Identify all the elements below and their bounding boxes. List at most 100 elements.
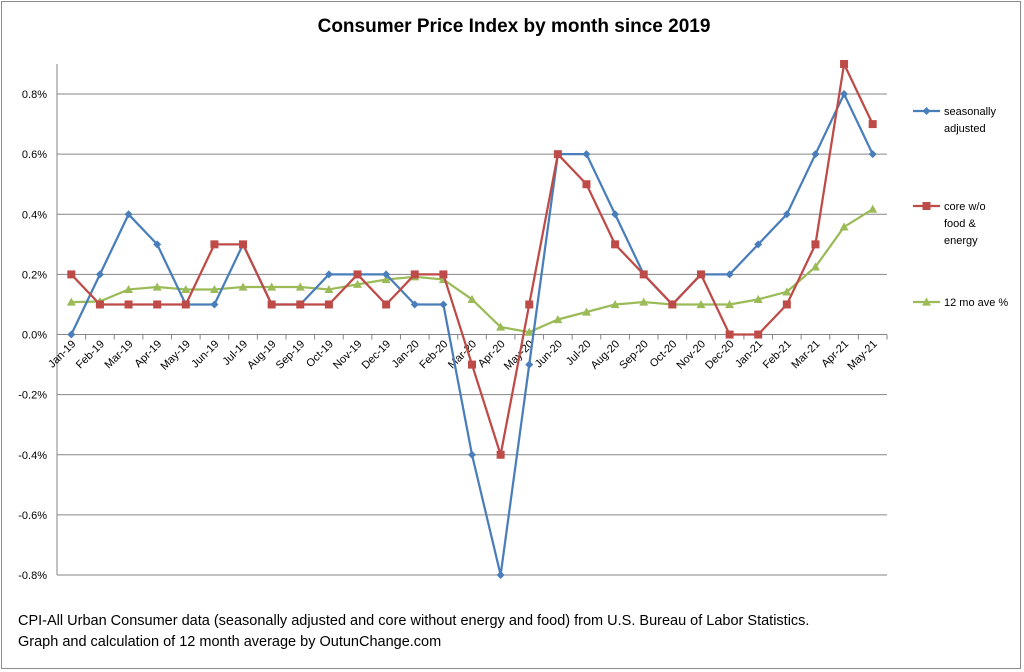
data-point: [868, 204, 878, 213]
data-point: [725, 270, 734, 279]
data-point: [353, 279, 363, 288]
data-point: [410, 270, 419, 279]
x-tick-label: Feb-20: [417, 338, 450, 371]
data-point: [181, 300, 190, 309]
caption-line-1: CPI-All Urban Consumer data (seasonally …: [18, 613, 809, 629]
data-point: [524, 327, 534, 336]
legend-label: energy: [944, 235, 978, 247]
data-point: [496, 571, 505, 579]
y-tick-label: 0.6%: [22, 149, 47, 161]
legend-label: food &: [944, 218, 976, 230]
data-point: [239, 240, 248, 249]
data-point: [922, 107, 931, 115]
x-tick-label: Nov-19: [331, 338, 365, 372]
data-point: [811, 240, 820, 249]
x-tick-label: Dec-19: [360, 338, 394, 372]
data-point: [868, 120, 877, 129]
y-tick-label: -0.6%: [18, 510, 47, 522]
data-point: [582, 180, 591, 189]
data-point: [124, 210, 133, 219]
x-tick-label: Sep-19: [274, 338, 308, 372]
data-point: [525, 300, 534, 309]
data-point: [868, 150, 877, 159]
data-point: [181, 284, 191, 294]
data-point: [353, 270, 362, 279]
x-tick-label: Jan-20: [390, 338, 422, 370]
data-point: [496, 322, 506, 331]
data-point: [467, 294, 477, 303]
legend-label: seasonally: [944, 106, 996, 118]
data-point: [611, 210, 620, 219]
data-point: [725, 299, 735, 309]
data-point: [210, 300, 219, 309]
y-tick-label: 0.2%: [22, 269, 47, 281]
data-point: [696, 270, 705, 279]
data-point: [582, 150, 591, 159]
data-point: [668, 300, 677, 309]
data-point: [382, 300, 391, 309]
data-point: [324, 300, 333, 309]
x-tick-label: Mar-21: [789, 338, 822, 371]
data-point: [639, 297, 649, 306]
data-point: [382, 270, 391, 279]
series-2: [66, 204, 878, 336]
chart-title: Consumer Price Index by month since 2019: [318, 16, 711, 37]
x-tick-label: Feb-21: [761, 338, 794, 371]
x-tick-label: Sep-20: [617, 338, 651, 372]
data-point: [410, 300, 419, 309]
data-point: [124, 284, 134, 294]
data-point: [922, 297, 931, 306]
data-point: [753, 294, 763, 303]
data-point: [295, 282, 305, 291]
x-tick-label: Mar-19: [103, 338, 136, 371]
series-group: [66, 60, 878, 579]
data-point: [439, 270, 448, 279]
data-point: [840, 90, 849, 99]
y-tick-label: -0.4%: [18, 450, 47, 462]
x-tick-label: Oct-19: [304, 338, 336, 370]
data-point: [468, 360, 476, 369]
x-tick-label: Feb-19: [74, 338, 107, 371]
y-tick-label: -0.8%: [18, 570, 47, 582]
x-tick-label: May-21: [845, 338, 879, 372]
data-point: [238, 282, 248, 291]
data-point: [611, 240, 620, 249]
data-point: [922, 202, 931, 210]
data-point: [209, 284, 219, 294]
data-point: [267, 282, 277, 291]
data-point: [811, 150, 820, 159]
legend-label: 12 mo ave %: [944, 297, 1008, 309]
data-point: [152, 282, 162, 291]
legend-label: adjusted: [944, 123, 986, 135]
data-point: [725, 330, 734, 339]
legend-entry: core w/o food & energy: [913, 201, 986, 247]
x-tick-label: Jun-20: [533, 338, 565, 370]
data-point: [782, 287, 792, 296]
x-tick-label: Aug-20: [589, 338, 623, 372]
x-tick-label: May-19: [158, 338, 192, 372]
y-tick-label: 0.4%: [22, 209, 47, 221]
y-tick-label: -0.2%: [18, 390, 47, 402]
x-tick-label: Jun-19: [189, 338, 221, 370]
data-point: [525, 360, 534, 369]
data-point: [95, 300, 104, 309]
x-tick-label: Oct-20: [648, 338, 680, 370]
x-tick-label: Nov-20: [675, 338, 709, 372]
caption-line-2: Graph and calculation of 12 month averag…: [18, 634, 441, 650]
series-1: [67, 60, 877, 459]
legend-entry: seasonally adjusted: [913, 106, 996, 135]
data-point: [67, 330, 76, 339]
y-tick-label: 0.8%: [22, 89, 47, 101]
data-point: [381, 275, 391, 284]
x-tick-label: Jan-19: [46, 338, 78, 370]
data-point: [782, 300, 791, 309]
data-point: [610, 299, 620, 309]
data-point: [153, 300, 162, 309]
data-point: [496, 450, 505, 459]
data-point: [95, 270, 104, 279]
legend-label: core w/o: [944, 201, 986, 213]
y-tick-label: 0.0%: [22, 330, 47, 342]
legend: seasonally adjusted core w/o food & energy 12…: [913, 106, 1008, 309]
